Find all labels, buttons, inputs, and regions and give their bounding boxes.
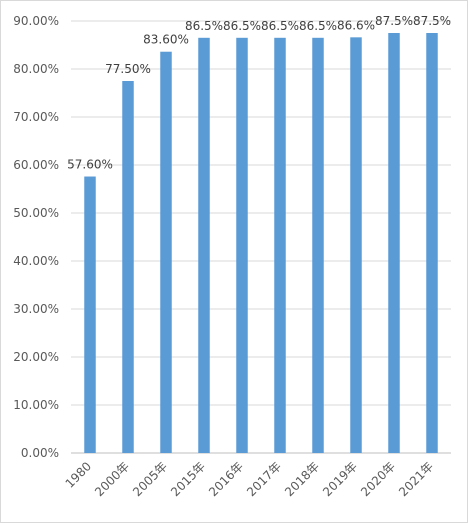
data-label: 87.5% — [375, 14, 413, 28]
y-tick-label: 0.00% — [21, 446, 59, 460]
x-tick-label: 2020年 — [358, 459, 398, 499]
bars — [84, 33, 438, 454]
x-tick-label: 2018年 — [282, 459, 322, 499]
y-tick-label: 90.00% — [13, 14, 59, 28]
gridlines — [71, 20, 451, 454]
bar — [84, 176, 96, 453]
y-tick-label: 60.00% — [13, 158, 59, 172]
bar — [350, 37, 362, 453]
y-tick-label: 30.00% — [13, 302, 59, 316]
x-tick-label: 2017年 — [244, 459, 284, 499]
x-tick-label: 2016年 — [206, 459, 246, 499]
y-tick-label: 10.00% — [13, 398, 59, 412]
y-tick-label: 70.00% — [13, 110, 59, 124]
x-tick-label: 2000年 — [92, 459, 132, 499]
y-tick-label: 50.00% — [13, 206, 59, 220]
y-tick-label: 40.00% — [13, 254, 59, 268]
bar — [426, 33, 438, 453]
data-label: 86.5% — [261, 19, 299, 33]
data-label: 86.5% — [223, 19, 261, 33]
data-label: 86.5% — [299, 19, 337, 33]
data-label: 57.60% — [67, 158, 113, 172]
data-label: 83.60% — [143, 33, 189, 47]
x-tick-label: 2019年 — [320, 459, 360, 499]
y-tick-label: 20.00% — [13, 350, 59, 364]
bar — [122, 81, 134, 453]
y-axis-tick-labels: 0.00% 10.00% 20.00% 30.00% 40.00% 50.00% 60.00… — [13, 14, 59, 460]
x-tick-label: 1980 — [63, 459, 94, 490]
x-tick-label: 2005年 — [130, 459, 170, 499]
x-tick-label: 2015年 — [168, 459, 208, 499]
data-label: 87.5% — [413, 14, 451, 28]
x-axis-tick-labels: 19802000年2005年2015年2016年2017年2018年2019年2… — [63, 459, 436, 499]
data-labels: 57.60%77.50%83.60%86.5% 86.5% 86.5% 86.5% 86… — [67, 14, 451, 172]
data-label: 86.6% — [337, 18, 375, 32]
data-label: 77.50% — [105, 62, 151, 76]
bar — [312, 37, 324, 454]
data-label: 86.5% — [185, 19, 223, 33]
bar — [274, 37, 286, 454]
bar — [160, 51, 172, 453]
x-tick-label: 2021年 — [396, 459, 436, 499]
bar — [236, 37, 248, 454]
bar — [388, 33, 400, 453]
y-tick-label: 80.00% — [13, 62, 59, 76]
bar — [198, 37, 210, 454]
